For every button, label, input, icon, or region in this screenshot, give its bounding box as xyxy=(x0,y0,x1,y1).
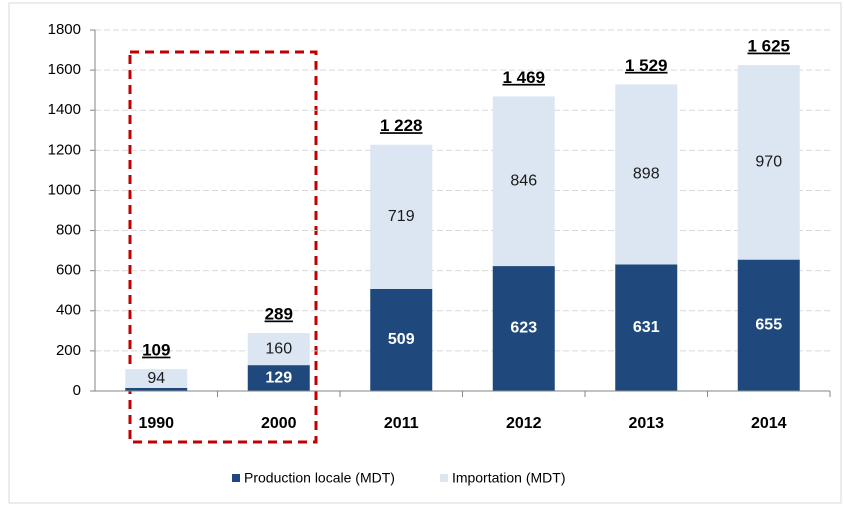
y-tick-label: 1400 xyxy=(48,101,81,118)
x-tick-label: 2012 xyxy=(506,415,542,432)
value-label: 655 xyxy=(755,317,782,334)
bar-segment xyxy=(615,84,678,265)
legend-label: Production locale (MDT) xyxy=(244,470,395,486)
total-label: 1 228 xyxy=(380,116,423,135)
highlight-box xyxy=(128,50,318,444)
value-label: 719 xyxy=(388,208,415,225)
legend-label: Importation (MDT) xyxy=(452,470,566,486)
bar-segment xyxy=(370,288,433,391)
y-tick-label: 0 xyxy=(73,382,81,399)
bar-segment xyxy=(125,387,188,391)
y-tick-label: 200 xyxy=(56,342,81,359)
chart-frame xyxy=(8,2,842,504)
value-label: 898 xyxy=(633,166,660,183)
value-label: 94 xyxy=(147,370,165,387)
total-label: 1 469 xyxy=(502,68,545,87)
value-label: 129 xyxy=(265,369,292,386)
bar-segment xyxy=(492,266,555,391)
value-label: 846 xyxy=(510,172,537,189)
total-label: 109 xyxy=(142,341,170,360)
x-tick-label: 2011 xyxy=(384,415,419,432)
value-label: 631 xyxy=(633,319,660,336)
value-label: 509 xyxy=(388,331,415,348)
legend-swatch xyxy=(232,474,240,482)
total-label: 289 xyxy=(265,305,293,324)
bar-segment xyxy=(615,264,678,391)
bar-segment xyxy=(247,333,310,366)
bar-segment xyxy=(370,144,433,289)
y-tick-label: 1600 xyxy=(48,61,81,78)
total-label: 1 625 xyxy=(747,37,790,56)
y-tick-label: 400 xyxy=(56,302,81,319)
legend-swatch xyxy=(439,474,448,482)
value-label: 160 xyxy=(265,340,292,357)
y-tick-label: 1800 xyxy=(48,21,81,38)
x-tick-label: 2014 xyxy=(751,415,787,432)
bar-segment xyxy=(125,369,188,388)
y-tick-label: 800 xyxy=(56,222,81,239)
bar-segment xyxy=(247,365,310,391)
y-tick-label: 1200 xyxy=(48,141,81,158)
value-label: 970 xyxy=(755,154,782,171)
bar-segment xyxy=(737,259,800,391)
value-label: 623 xyxy=(510,320,537,337)
bar-segment xyxy=(737,65,800,260)
y-tick-label: 1000 xyxy=(48,181,81,198)
x-tick-label: 1990 xyxy=(138,415,174,432)
x-tick-label: 2000 xyxy=(261,415,297,432)
x-tick-label: 2013 xyxy=(628,415,664,432)
total-label: 1 529 xyxy=(625,56,668,75)
y-tick-label: 600 xyxy=(56,262,81,279)
bar-segment xyxy=(492,96,555,267)
